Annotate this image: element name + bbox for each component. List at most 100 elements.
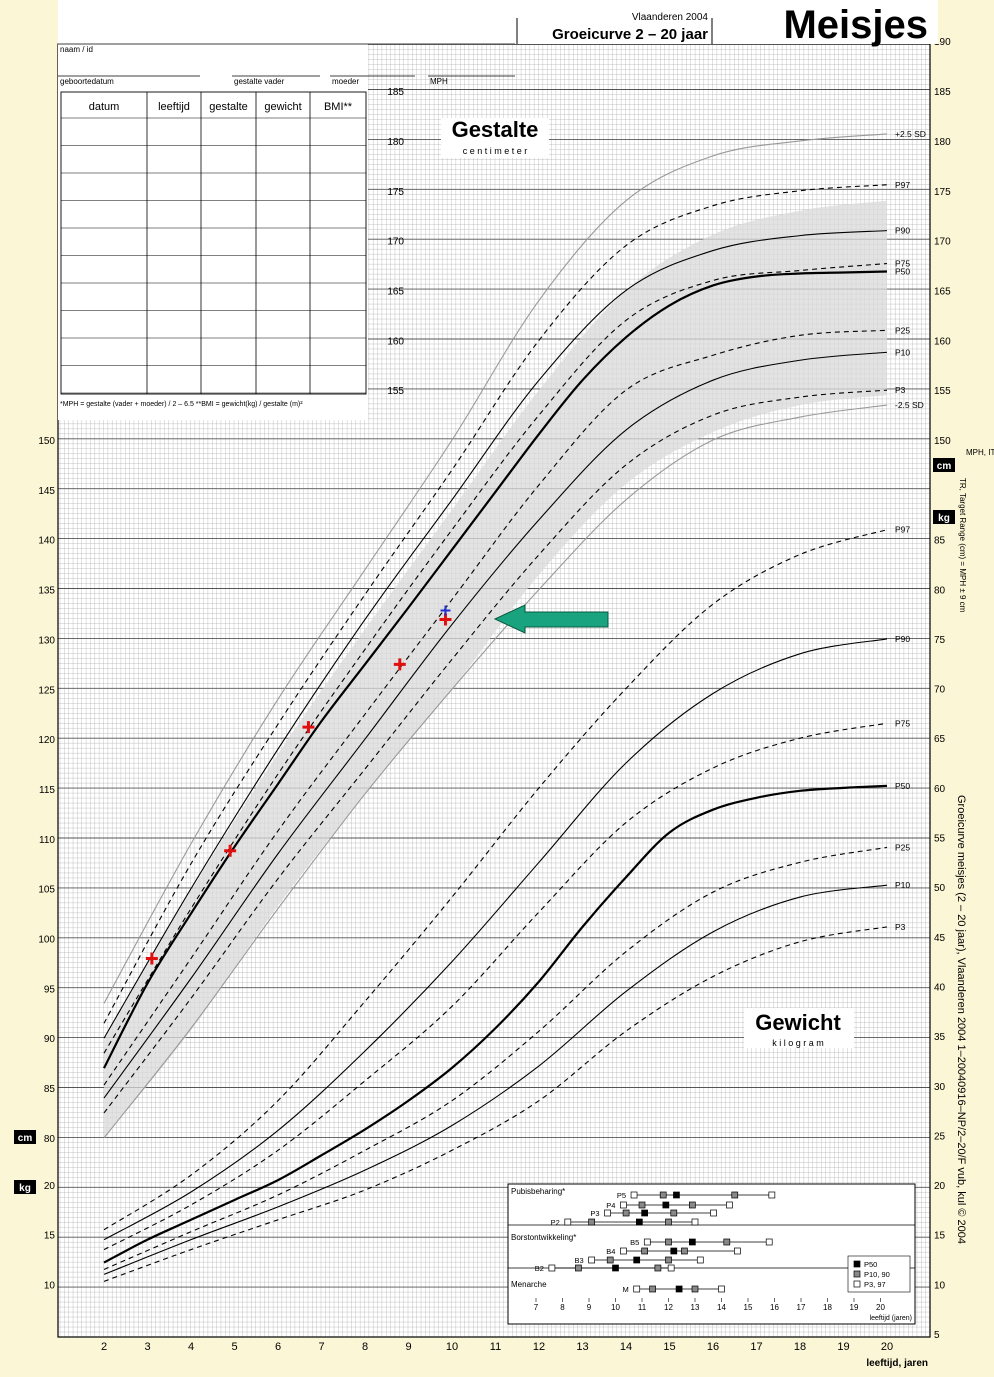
height-tick-left: 100: [38, 935, 55, 946]
height-tick-right: 150: [934, 436, 951, 447]
inset-stage-box: [633, 1256, 641, 1264]
height-p10-label: P10: [895, 347, 910, 357]
inset-stage-box: [649, 1285, 656, 1293]
inset-stage-label: P3: [590, 1209, 599, 1218]
inset-stage-box: [622, 1209, 630, 1217]
inset-stage-label: P5: [617, 1191, 626, 1200]
inset-stage-box: [696, 1256, 704, 1264]
inset-stage-box: [665, 1218, 672, 1226]
inset-x-tick: 16: [770, 1303, 779, 1312]
weight-p25-curve: [103, 846, 888, 1270]
height-tick-left: 145: [38, 486, 55, 497]
inset-stage-box: [681, 1247, 688, 1255]
gewicht-subtitle: k i l o g r a m: [772, 1038, 824, 1048]
cm-badge-left: [14, 1130, 36, 1144]
weight-p75-label: P75: [895, 718, 910, 728]
height-tick-left: 95: [44, 984, 56, 995]
inset-x-tick: 11: [638, 1303, 647, 1312]
height-tick-right: 180: [934, 137, 951, 148]
inset-stage-box: [641, 1247, 649, 1255]
measurement-table: datum leeftijd gestalte gewicht BMI**: [60, 91, 367, 395]
x-tick-label: 4: [188, 1341, 194, 1353]
x-tick-label: 13: [576, 1341, 588, 1353]
gewicht-title-bg: [744, 1008, 854, 1048]
inset-x-tick: 8: [560, 1303, 565, 1312]
inset-stage-label: M: [622, 1285, 628, 1294]
weight-tick-right: 15: [934, 1231, 946, 1242]
inset-legend-swatch: [853, 1280, 861, 1288]
inset-stage-box: [643, 1238, 651, 1246]
table-header-3: gewicht: [264, 101, 301, 113]
x-tick-label: 7: [318, 1341, 324, 1353]
table-header-0: datum: [89, 101, 120, 113]
form-area: [58, 0, 368, 420]
weight-tick-right: 65: [934, 734, 946, 745]
weight-tick-right: 5: [934, 1330, 940, 1341]
weight-p10-curve: [103, 884, 888, 1275]
height-p25-curve: [103, 329, 888, 1086]
height-tick-left: 85: [44, 1084, 56, 1095]
inset-x-tick: 9: [587, 1303, 592, 1312]
target-band-shape: [104, 200, 887, 1138]
height-tick-inner: 180: [387, 137, 404, 148]
weight-tick-right: 85: [934, 536, 946, 547]
weight-p10-label: P10: [895, 880, 910, 890]
inset-section-label: Menarche: [511, 1280, 547, 1289]
inset-axis-label: leeftijd (jaren): [870, 1315, 912, 1322]
height-tick-inner: 170: [387, 237, 404, 248]
height-tick-right: 175: [934, 187, 951, 198]
inset-stage-box: [665, 1256, 672, 1264]
height-25sd-curve: [103, 133, 888, 1004]
inset-stage-box: [641, 1209, 649, 1217]
inset-stage-box: [765, 1238, 773, 1246]
form-footnote: *MPH = gestalte (vader + moeder) / 2 – 6…: [60, 401, 303, 408]
gestalte-subtitle: c e n t i m e t e r: [463, 146, 528, 156]
weight-tick-right: 20: [934, 1181, 946, 1192]
mph-itr-label: MPH, ITR: [966, 448, 994, 457]
inset-stage-box: [768, 1191, 776, 1199]
height-p97-curve: [103, 184, 888, 1024]
naam-label: naam / id: [60, 45, 93, 54]
kg-unit-left: kg: [19, 1183, 31, 1194]
inset-stage-box: [612, 1264, 619, 1272]
x-tick-label: 5: [231, 1341, 237, 1353]
height-tick-left: 110: [39, 835, 55, 846]
inset-x-tick: 7: [534, 1303, 539, 1312]
inset-x-tick: 20: [876, 1303, 885, 1312]
inset-box: [507, 1183, 916, 1325]
header-cover: [368, 0, 938, 44]
inset-stage-box: [620, 1247, 627, 1255]
inset-stage-box: [588, 1256, 596, 1264]
height-tick-left: 105: [38, 885, 55, 896]
inset-legend-swatch: [853, 1270, 861, 1278]
weight-p3-curve: [103, 926, 888, 1282]
inset-stage-box: [604, 1209, 611, 1217]
height-25sd-curve: [103, 404, 888, 1139]
table-border: [60, 91, 367, 395]
inset-stage-box: [665, 1238, 672, 1246]
inset-stage-box: [710, 1209, 717, 1217]
inset-stage-box: [718, 1285, 725, 1293]
height-p90-label: P90: [895, 226, 910, 236]
target-range-label: TR, Target Range (cm) = MPH ± 9 cm: [958, 478, 967, 613]
height-tick-inner: 175: [387, 187, 404, 198]
geboortedatum-label: geboortedatum: [60, 77, 114, 86]
target-range-band: [104, 200, 887, 1138]
height-tick-left: 140: [38, 536, 55, 547]
x-tick-label: 14: [620, 1341, 632, 1353]
inset-section-label: Pubisbeharing*: [511, 1187, 565, 1196]
table-header-1: leeftijd: [158, 101, 190, 113]
inset-stage-box: [662, 1201, 670, 1209]
height-tick-left: 115: [39, 785, 55, 796]
region-year: Vlaanderen 2004: [632, 12, 709, 23]
moeder-label: moeder: [332, 77, 359, 86]
inset-stage-box: [734, 1247, 741, 1255]
weight-p90-curve: [103, 638, 888, 1241]
weight-tick-right: 30: [934, 1082, 946, 1093]
inset-stage-box: [670, 1247, 678, 1255]
x-tick-label: 10: [446, 1341, 458, 1353]
height-p3-curve: [103, 389, 888, 1114]
gestalte-title: Gestalte: [452, 117, 539, 142]
chart-title: Groeicurve 2 – 20 jaar: [552, 26, 708, 43]
